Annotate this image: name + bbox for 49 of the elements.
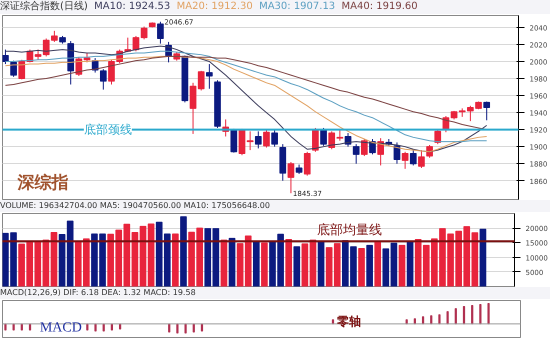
candlestick	[344, 132, 352, 148]
bar	[318, 240, 324, 286]
bar	[374, 241, 382, 286]
chart-title: VOLUME: 196342704.00 MA5: 190470560.00 MA10: 175056648.00	[0, 201, 270, 210]
bar	[172, 233, 179, 286]
bar	[480, 228, 486, 286]
candlestick	[288, 162, 294, 194]
chart-title: MACD(12,26,9) DIF: 6.18 DEA: 1.32 MACD: 19.58	[0, 288, 196, 297]
bar	[293, 246, 300, 286]
candlestick	[426, 144, 433, 158]
chart-title: 深证综合指数(日线)	[0, 1, 88, 12]
candlestick	[296, 164, 302, 174]
ref-line-label: 底部均量线	[317, 223, 382, 238]
annotation: MACD	[40, 320, 82, 336]
candlestick	[352, 144, 360, 164]
candlestick	[418, 150, 425, 168]
candlestick	[402, 151, 408, 170]
bar	[220, 240, 228, 286]
bar	[358, 248, 365, 286]
text: MA20: 1912.30	[176, 1, 253, 12]
bar	[406, 241, 414, 286]
bar	[252, 241, 260, 286]
candlestick	[254, 130, 262, 149]
text: MA30: 1907.13	[259, 1, 336, 12]
bar	[180, 216, 187, 286]
ref-line-label: 底部颈线	[84, 122, 132, 137]
bar	[228, 238, 236, 286]
annotation: 深综指	[16, 173, 69, 192]
candlestick	[360, 138, 368, 157]
bar	[285, 238, 292, 286]
candlestick	[271, 129, 278, 148]
candlestick	[206, 64, 213, 90]
candlestick	[410, 150, 417, 166]
candlestick	[394, 142, 400, 164]
candlestick	[10, 60, 17, 78]
bar	[261, 242, 268, 286]
candlestick	[312, 127, 319, 152]
candlestick	[157, 21, 164, 44]
candlestick	[100, 68, 107, 90]
candlestick	[304, 151, 311, 176]
bar	[366, 244, 373, 286]
candlestick	[263, 130, 270, 148]
text: MA40: 1919.60	[342, 1, 418, 12]
candlestick	[320, 127, 327, 146]
text: MA10: 1924.53	[94, 1, 170, 12]
annotation: 零轴	[336, 314, 362, 328]
candlestick	[2, 49, 9, 65]
bar	[398, 244, 406, 286]
candlestick	[483, 101, 490, 121]
